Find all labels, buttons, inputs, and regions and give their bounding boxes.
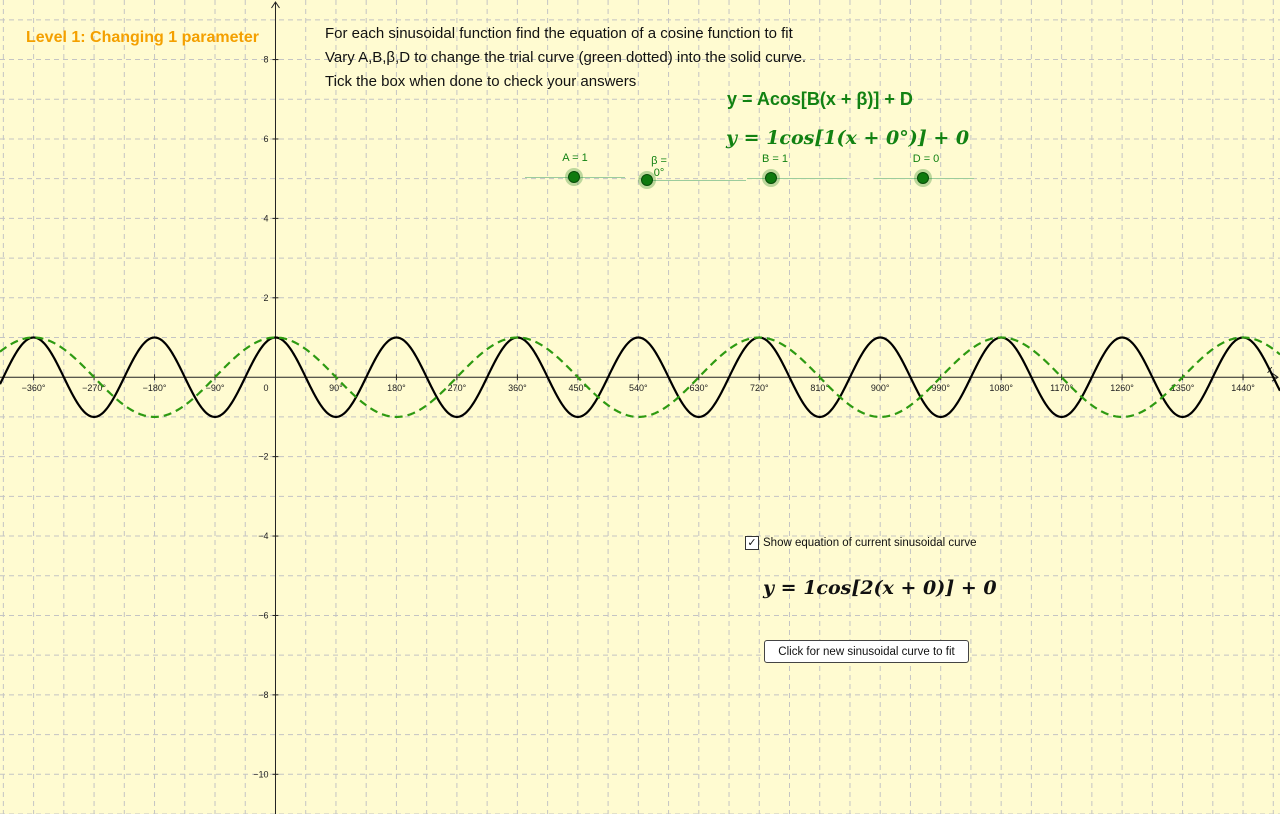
slider-b[interactable]: B = 1 bbox=[747, 153, 847, 193]
slider-b-track[interactable] bbox=[747, 178, 847, 179]
x-tick-label: 990° bbox=[931, 383, 950, 393]
show-equation-checkbox[interactable]: ✓ bbox=[745, 536, 759, 550]
instruction-line-3: Tick the box when done to check your ans… bbox=[325, 73, 637, 90]
slider-beta[interactable]: β = 0° bbox=[641, 155, 746, 195]
slider-a-handle[interactable] bbox=[568, 171, 580, 183]
slider-a[interactable]: A = 1 bbox=[525, 152, 625, 192]
x-tick-label: 360° bbox=[508, 383, 527, 393]
new-curve-button[interactable]: Click for new sinusoidal curve to fit bbox=[764, 640, 969, 663]
level-title: Level 1: Changing 1 parameter bbox=[26, 29, 259, 46]
x-tick-label: 1170° bbox=[1050, 383, 1073, 393]
y-tick-label: 4 bbox=[263, 213, 268, 223]
slider-b-handle[interactable] bbox=[765, 172, 777, 184]
x-tick-label: −360° bbox=[22, 383, 46, 393]
slider-beta-handle[interactable] bbox=[641, 174, 653, 186]
x-tick-label: −180° bbox=[143, 383, 167, 393]
target-curve bbox=[0, 336, 1280, 419]
x-tick-label: 1260° bbox=[1110, 383, 1134, 393]
show-equation-label: Show equation of current sinusoidal curv… bbox=[763, 537, 977, 549]
slider-beta-label: β = 0° bbox=[651, 155, 667, 179]
x-tick-label: 810° bbox=[810, 383, 829, 393]
origin-label: 0 bbox=[263, 383, 268, 393]
x-tick-label: −90° bbox=[206, 383, 225, 393]
x-tick-label: 720° bbox=[750, 383, 769, 393]
trial-equation: y = 1cos[1(x + 0°)] + 0 bbox=[726, 127, 970, 149]
x-tick-label: 900° bbox=[871, 383, 890, 393]
trial-curve bbox=[0, 336, 1280, 419]
x-tick-label: 270° bbox=[448, 383, 467, 393]
slider-beta-track[interactable] bbox=[646, 180, 746, 181]
slider-d[interactable]: D = 0 bbox=[874, 153, 974, 193]
slider-d-handle[interactable] bbox=[917, 172, 929, 184]
y-tick-label: 8 bbox=[263, 55, 268, 65]
x-tick-label: 1440° bbox=[1231, 383, 1255, 393]
instruction-line-1: For each sinusoidal function find the eq… bbox=[325, 25, 793, 42]
slider-a-label: A = 1 bbox=[562, 152, 588, 164]
slider-d-label: D = 0 bbox=[912, 153, 940, 165]
y-axis-arrow bbox=[271, 1, 280, 9]
x-tick-label: 630° bbox=[689, 383, 708, 393]
show-equation-option[interactable]: ✓ Show equation of current sinusoidal cu… bbox=[745, 536, 977, 550]
x-tick-label: −270° bbox=[82, 383, 106, 393]
slider-b-label: B = 1 bbox=[762, 153, 788, 165]
x-tick-label: 180° bbox=[387, 383, 406, 393]
x-tick-label: 450° bbox=[569, 383, 588, 393]
instruction-line-2: Vary A,B,β,D to change the trial curve (… bbox=[325, 49, 807, 66]
y-tick-label: −2 bbox=[258, 452, 268, 462]
x-tick-label: 1080° bbox=[989, 383, 1013, 393]
y-tick-label: −6 bbox=[258, 610, 268, 620]
general-equation: y = Acos[B(x + β)] + D bbox=[727, 89, 913, 109]
x-tick-label: 1350° bbox=[1171, 383, 1195, 393]
current-equation: y = 1cos[2(x + 0)] + 0 bbox=[763, 577, 997, 599]
y-tick-label: 2 bbox=[263, 293, 268, 303]
y-tick-label: 6 bbox=[263, 134, 268, 144]
y-tick-label: −8 bbox=[258, 690, 268, 700]
x-tick-label: 90° bbox=[329, 383, 343, 393]
check-icon: ✓ bbox=[747, 537, 757, 549]
y-tick-label: −10 bbox=[253, 769, 268, 779]
y-tick-label: −4 bbox=[258, 531, 268, 541]
x-tick-label: 540° bbox=[629, 383, 648, 393]
